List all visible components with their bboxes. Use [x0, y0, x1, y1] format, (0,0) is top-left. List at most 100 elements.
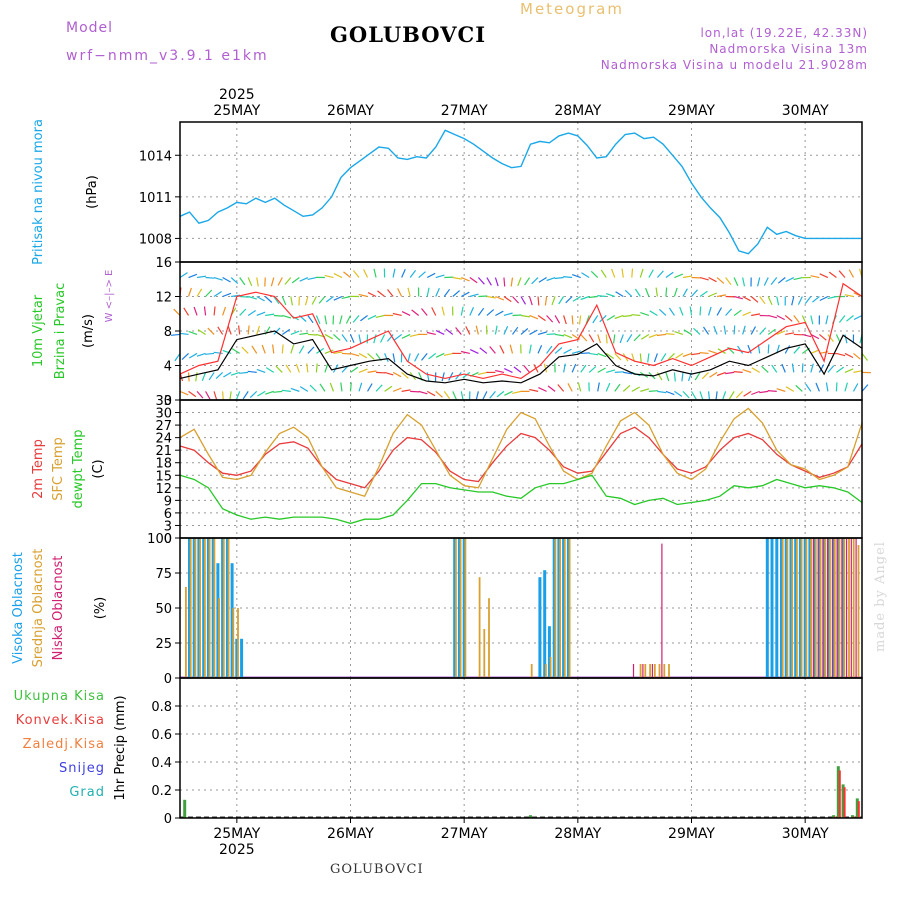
low-cloud-bar	[846, 538, 848, 678]
wind-arrow	[723, 325, 727, 335]
high-cloud-bar	[794, 538, 798, 678]
mid-cloud-bar	[644, 664, 647, 678]
y-tick-label: 0.4	[151, 756, 172, 771]
wind-arrow	[681, 372, 684, 382]
wind-arrow	[394, 333, 403, 341]
total-precip-bar	[836, 766, 840, 818]
mid-cloud-bar	[232, 608, 235, 678]
wind-arrow	[793, 315, 800, 323]
wind-arrow	[751, 367, 761, 373]
wind-arrow	[703, 326, 710, 335]
wind-arrow	[452, 391, 457, 400]
wind-arrow	[495, 369, 505, 373]
wind-arrow	[341, 334, 348, 343]
wind-arrow	[241, 346, 249, 354]
wind-arrow	[249, 390, 258, 399]
wind-arrow	[290, 296, 293, 306]
model-label: Model	[66, 20, 114, 36]
low-cloud-bar	[651, 664, 653, 678]
wind-arrow	[235, 391, 241, 401]
wind-arrow	[401, 371, 409, 379]
high-cloud-bar	[836, 538, 840, 678]
date-label-bottom: 28MAY	[554, 826, 601, 842]
wind-arrow	[426, 331, 436, 336]
wind-arrow	[763, 277, 769, 286]
wind-arrow	[725, 308, 733, 316]
high-cloud-bar	[770, 538, 774, 678]
high-cloud-bar	[798, 538, 802, 678]
wind-arrow	[639, 353, 642, 363]
mid-cloud-bar	[829, 538, 831, 678]
date-label-top: 30MAY	[782, 103, 829, 119]
mid-cloud-bar	[204, 538, 206, 678]
wind-arrow	[759, 390, 769, 394]
wind-arrow	[571, 350, 581, 355]
wind-arrow	[318, 296, 326, 304]
wind-arrow	[360, 314, 368, 322]
wind-arrow	[580, 334, 588, 342]
mid-cloud-bar	[563, 538, 566, 678]
wind-arrow	[667, 353, 675, 361]
lonlat-label: lon,lat (19.22E, 42.33N)	[700, 26, 868, 40]
wind-arrow	[580, 295, 590, 301]
wind-arrow	[751, 313, 761, 317]
wind-arrow	[486, 309, 495, 316]
mid-cloud-bar	[237, 608, 239, 678]
y-tick-label: 0.8	[151, 700, 172, 715]
y-tick-label: 9	[164, 494, 172, 509]
high-cloud-bar	[225, 538, 229, 678]
wind-arrow	[836, 352, 846, 357]
wind-arrow	[509, 344, 514, 354]
wind-arrow	[387, 289, 394, 297]
high-cloud-bar	[211, 538, 215, 678]
mid-cloud-bar	[658, 664, 661, 678]
wind-arrow	[373, 334, 377, 344]
wind-arrow	[229, 391, 232, 401]
wind-arrow	[801, 363, 804, 373]
wind-arrow	[205, 289, 213, 297]
wind-arrow	[238, 325, 241, 335]
temp-2m-line	[179, 426, 863, 489]
wind-arrow	[605, 334, 608, 344]
wind-arrow	[707, 306, 712, 316]
y-tick-label: 0	[164, 532, 172, 547]
wind-arrow	[410, 390, 420, 393]
wind-arrow	[537, 296, 540, 306]
wind-arrow	[675, 352, 684, 359]
mid-cloud-bar	[810, 538, 812, 678]
wind-arrow	[810, 315, 814, 325]
wind-arrow	[750, 326, 757, 335]
wind-arrow	[836, 366, 845, 373]
wind-arrow	[239, 308, 247, 316]
wind-arrow	[375, 314, 385, 318]
wind-arrow	[282, 314, 292, 319]
wind-arrow	[572, 274, 581, 279]
wind-arrow	[465, 326, 471, 335]
wind-arrow	[215, 371, 224, 380]
wind-arrow	[386, 334, 394, 342]
wind-arrow	[333, 333, 341, 341]
wind-arrow	[565, 296, 573, 304]
wind-arrow	[503, 296, 512, 303]
wind-arrow	[722, 391, 727, 401]
wind-arrow	[649, 310, 658, 316]
wind-arrow	[757, 277, 761, 287]
wind-arrow	[261, 344, 266, 354]
mid-cloud-bar	[549, 657, 552, 678]
wind-arrow	[655, 287, 658, 297]
wind-arrow	[290, 344, 295, 354]
high-cloud-bar	[832, 538, 836, 678]
wind-arrow	[504, 368, 513, 373]
wind-arrow	[606, 369, 616, 373]
wind-arrow	[239, 371, 249, 374]
wind-arrow	[520, 314, 530, 318]
y-tick-label: 100	[147, 532, 172, 547]
wind-arrow	[557, 384, 565, 392]
wind-arrow	[761, 365, 769, 373]
wind-arrow	[580, 364, 587, 373]
wind-arrow	[223, 371, 232, 378]
precip-axis-label: 1hr Precip (mm)	[113, 695, 128, 800]
high-cloud-bar	[827, 538, 831, 678]
wind-arrow	[435, 330, 445, 335]
wind-arrow	[631, 268, 634, 278]
